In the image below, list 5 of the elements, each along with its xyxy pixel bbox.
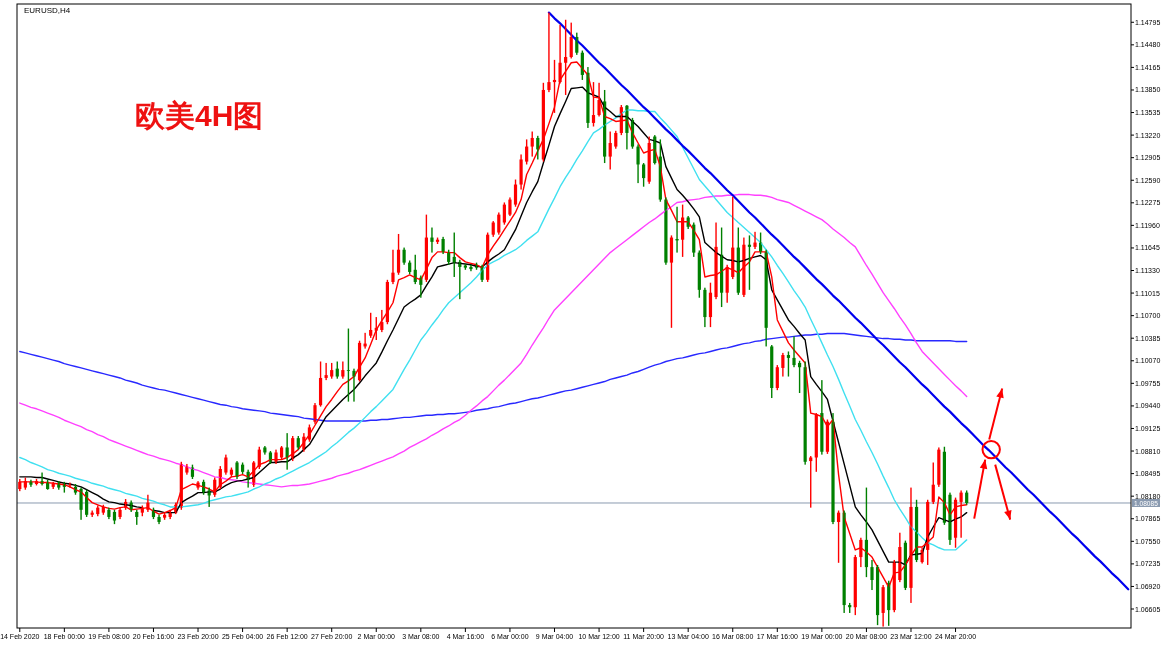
- chart-subtitle: EURUSD,H4: [24, 6, 71, 15]
- text: 欧美4H图: [135, 99, 264, 132]
- line-series: [547, 11, 1130, 591]
- line-series: [19, 332, 968, 422]
- line-series: [19, 193, 968, 488]
